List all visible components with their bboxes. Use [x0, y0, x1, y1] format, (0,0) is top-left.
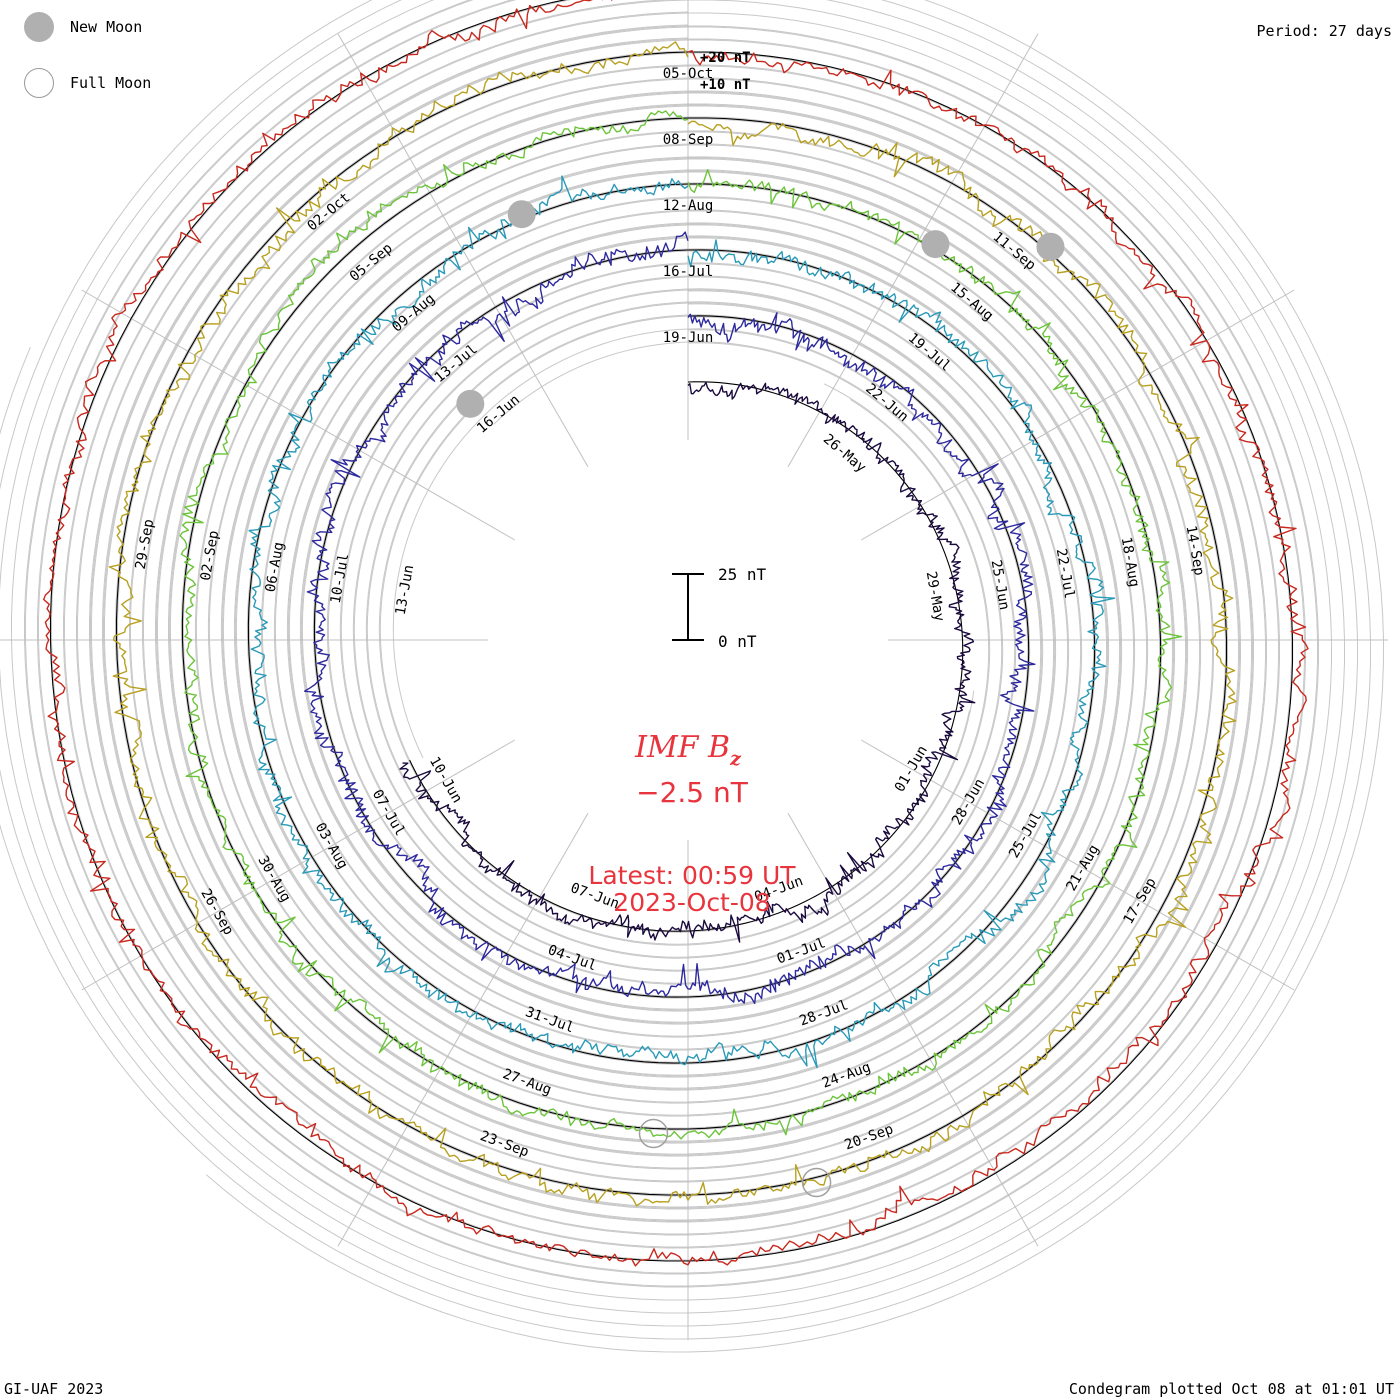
new-moon-marker [921, 230, 950, 259]
period-label: Period: 27 days [1256, 22, 1392, 40]
date-label-ring-4: 29-Sep [133, 518, 158, 571]
imf-value: −2.5 nT [636, 776, 749, 809]
latest-time: Latest: 00:59 UT [588, 861, 796, 890]
trace-ring-2 [248, 175, 1116, 1069]
full-moon-label: Full Moon [70, 74, 152, 92]
zero-line-ring-0 [409, 381, 964, 932]
date-label-ring-4: 23-Sep [478, 1128, 531, 1160]
grid-spiral [102, 37, 1241, 1210]
scale-label-10: +10 nT [700, 77, 751, 93]
date-label-ring-2: 12-Aug [663, 198, 714, 214]
date-label-ring-0: 29-May [923, 570, 948, 623]
scale-bar-top-label: 25 nT [718, 565, 767, 584]
imf-title-subscript: z [729, 748, 742, 770]
date-label-ring-1: 10-Jul [328, 552, 353, 605]
new-moon-marker [456, 389, 485, 418]
full-moon-icon [24, 68, 54, 98]
credit-label: GI-UAF 2023 [4, 1380, 104, 1398]
new-moon-icon [24, 12, 54, 42]
date-label-ring-1: 25-Jun [988, 559, 1013, 612]
trace-layer [43, 0, 1309, 1267]
date-label-ring-1: 04-Jul [546, 942, 599, 974]
latest-date: 2023-Oct-08 [613, 888, 770, 917]
date-label-ring-1: 16-Jul [663, 264, 714, 280]
grid-spiral [11, 0, 1332, 1301]
date-label-ring-3: 18-Aug [1118, 536, 1143, 589]
grid-spiral [37, 0, 1306, 1275]
trace-ring-5 [43, 0, 1309, 1267]
imf-title: IMF Bz [634, 730, 742, 770]
date-label-ring-3: 27-Aug [501, 1066, 554, 1098]
scale-label-20: +20 nT [700, 50, 751, 66]
grid-spiral [76, 11, 1267, 1236]
trace-ring-1 [303, 231, 1036, 1005]
scale-bar: 25 nT 0 nT [672, 565, 767, 651]
grid-spoke [787, 33, 1039, 468]
date-label-ring-3: 08-Sep [663, 132, 714, 148]
grid-spiral [89, 24, 1254, 1223]
new-moon-marker [507, 200, 536, 229]
grid-spiral [63, 0, 1280, 1249]
zero-line-ring-4 [115, 51, 1228, 1196]
date-label-ring-2: 22-Jul [1053, 547, 1078, 600]
trace-ring-0 [399, 381, 976, 943]
new-moon-marker [1036, 232, 1065, 261]
imf-title-main: IMF B [634, 730, 730, 765]
trace-ring-3 [179, 110, 1183, 1140]
date-label-ring-3: 02-Sep [198, 529, 223, 582]
date-label-ring-4: 05-Oct [663, 66, 714, 82]
date-label-ring-2: 06-Aug [263, 541, 288, 594]
date-label-ring-2: 31-Jul [523, 1004, 576, 1036]
legend-new-moon: New Moon [24, 12, 142, 42]
moon-layer [456, 200, 1065, 1198]
trace-ring-4 [108, 41, 1237, 1207]
grid-spiral [24, 0, 1319, 1288]
date-label-ring-0: 10-Jun [426, 754, 465, 806]
grid-spoke [860, 739, 1295, 991]
grid-spoke [81, 289, 516, 541]
zero-line-ring-2 [247, 183, 1096, 1064]
grid-spoke [337, 812, 589, 1247]
grid-spiral [25, 0, 1385, 1353]
full-moon-marker [801, 1167, 832, 1198]
plotted-label: Condegram plotted Oct 08 at 01:01 UT [1068, 1380, 1394, 1398]
legend-full-moon: Full Moon [24, 68, 151, 98]
scale-bar-bottom-label: 0 nT [718, 632, 757, 651]
new-moon-label: New Moon [70, 18, 143, 36]
grid-spoke [81, 739, 516, 991]
grid-layer [0, 0, 1388, 1353]
date-label-ring-0: 13-Jun [393, 564, 418, 617]
full-moon-marker [638, 1118, 669, 1149]
grid-spoke [860, 289, 1295, 541]
date-label-ring-0: 19-Jun [663, 330, 714, 346]
